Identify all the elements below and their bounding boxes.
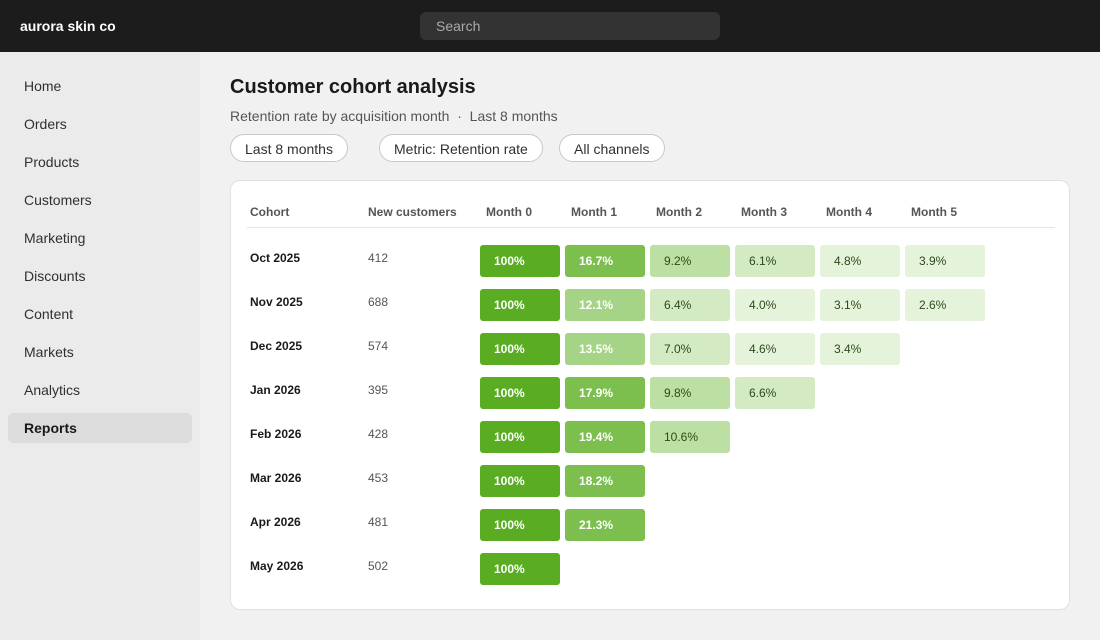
retention-cell: 6.6% bbox=[735, 377, 815, 409]
cohort-label: Apr 2026 bbox=[250, 515, 301, 529]
retention-cell: 100% bbox=[480, 421, 560, 453]
column-header: Month 0 bbox=[486, 205, 532, 219]
cohort-label: Feb 2026 bbox=[250, 427, 302, 441]
retention-cell: 21.3% bbox=[565, 509, 645, 541]
retention-cell: 2.6% bbox=[905, 289, 985, 321]
filter-pill[interactable]: Metric: Retention rate bbox=[379, 134, 543, 162]
subtitle: Retention rate by acquisition month · La… bbox=[230, 108, 558, 124]
new-customers: 428 bbox=[368, 427, 389, 441]
new-customers: 453 bbox=[368, 471, 389, 485]
column-header: Month 5 bbox=[911, 205, 957, 219]
column-header: Month 4 bbox=[826, 205, 872, 219]
cohort-label: Oct 2025 bbox=[250, 251, 301, 265]
retention-cell: 12.1% bbox=[565, 289, 645, 321]
new-customers: 395 bbox=[368, 383, 389, 397]
sidebar: Home Orders Products Customers Marketing Disc… bbox=[0, 52, 200, 640]
nav-item[interactable]: Reports bbox=[8, 413, 192, 443]
nav-item[interactable]: Markets bbox=[24, 344, 74, 360]
retention-cell: 17.9% bbox=[565, 377, 645, 409]
retention-cell: 3.4% bbox=[820, 333, 900, 365]
search-box[interactable]: Search bbox=[420, 12, 720, 40]
retention-cell: 100% bbox=[480, 289, 560, 321]
new-customers: 502 bbox=[368, 559, 389, 573]
nav-item[interactable]: Content bbox=[24, 306, 74, 322]
retention-cell: 3.9% bbox=[905, 245, 985, 277]
retention-cell: 3.1% bbox=[820, 289, 900, 321]
page-title: Customer cohort analysis bbox=[230, 76, 476, 98]
retention-cell: 100% bbox=[480, 509, 560, 541]
retention-cell: 6.4% bbox=[650, 289, 730, 321]
column-header: Month 3 bbox=[741, 205, 787, 219]
retention-cell: 9.8% bbox=[650, 377, 730, 409]
nav-item[interactable]: Customers bbox=[24, 192, 92, 208]
top-bar: aurora skin co Search bbox=[0, 0, 1100, 52]
cohort-label: May 2026 bbox=[250, 559, 304, 573]
cohort-table: Cohort New customers Month 0 Month 1 Month 2… bbox=[230, 180, 1070, 610]
nav-item[interactable]: Orders bbox=[24, 116, 67, 132]
nav-item[interactable]: Marketing bbox=[24, 230, 86, 246]
new-customers: 688 bbox=[368, 295, 389, 309]
nav-item[interactable]: Analytics bbox=[24, 382, 81, 398]
retention-cell: 16.7% bbox=[565, 245, 645, 277]
retention-cell: 10.6% bbox=[650, 421, 730, 453]
nav-item[interactable]: Discounts bbox=[24, 268, 86, 284]
column-header: Cohort bbox=[250, 205, 290, 219]
cohort-label: Mar 2026 bbox=[250, 471, 302, 485]
filter-pill[interactable]: Last 8 months bbox=[230, 134, 348, 162]
retention-cell: 4.6% bbox=[735, 333, 815, 365]
cohort-label: Nov 2025 bbox=[250, 295, 303, 309]
retention-cell: 4.0% bbox=[735, 289, 815, 321]
new-customers: 574 bbox=[368, 339, 389, 353]
retention-cell: 18.2% bbox=[565, 465, 645, 497]
new-customers: 412 bbox=[368, 251, 389, 265]
retention-cell: 9.2% bbox=[650, 245, 730, 277]
retention-cell: 100% bbox=[480, 465, 560, 497]
retention-cell: 100% bbox=[480, 333, 560, 365]
new-customers: 481 bbox=[368, 515, 389, 529]
nav-item[interactable]: Products bbox=[24, 154, 80, 170]
brand[interactable]: aurora skin co bbox=[20, 18, 116, 34]
cohort-label: Jan 2026 bbox=[250, 383, 301, 397]
retention-cell: 19.4% bbox=[565, 421, 645, 453]
retention-cell: 4.8% bbox=[820, 245, 900, 277]
nav-item[interactable]: Home bbox=[24, 78, 62, 94]
column-header: New customers bbox=[368, 205, 457, 219]
retention-cell: 100% bbox=[480, 377, 560, 409]
retention-cell: 13.5% bbox=[565, 333, 645, 365]
cohort-label: Dec 2025 bbox=[250, 339, 303, 353]
retention-cell: 100% bbox=[480, 245, 560, 277]
filter-pill[interactable]: All channels bbox=[559, 134, 665, 162]
column-header: Month 2 bbox=[656, 205, 702, 219]
divider bbox=[247, 227, 1055, 228]
retention-cell: 7.0% bbox=[650, 333, 730, 365]
retention-cell: 6.1% bbox=[735, 245, 815, 277]
retention-cell: 100% bbox=[480, 553, 560, 585]
column-header: Month 1 bbox=[571, 205, 617, 219]
